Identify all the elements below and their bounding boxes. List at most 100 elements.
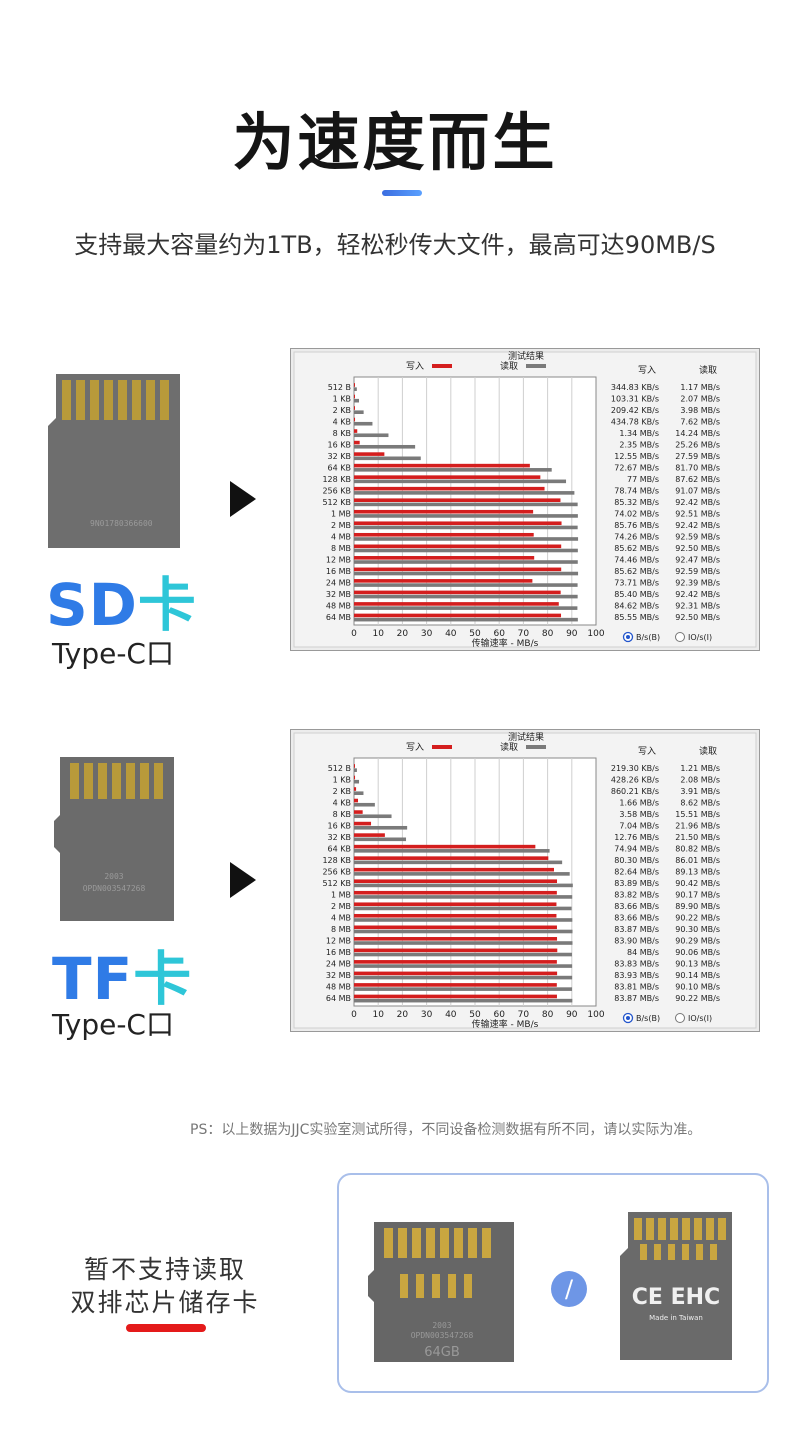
read-value-label: 92.31 MB/s [675,602,720,611]
category-label: 8 MB [331,925,351,934]
bar-read [354,987,573,991]
category-label: 512 KB [322,498,351,507]
bar-write [354,867,554,872]
read-value-label: 92.50 MB/s [675,613,720,622]
read-value-label: 21.96 MB/s [675,821,720,830]
bar-write [354,983,557,987]
write-value-label: 2.35 MB/s [619,440,659,449]
dual-sd-made-in: Made in Taiwan [649,1314,703,1322]
category-label: 512 KB [322,879,351,888]
category-label: 256 KB [322,867,351,876]
read-value-label: 92.50 MB/s [675,544,720,553]
x-tick-label: 40 [445,629,457,639]
page-subtitle: 支持最大容量约为1TB，轻松秒传大文件，最高可达90MB/S [74,231,716,259]
dual-row-sd-card-image: CE EHC Made in Taiwan [620,1212,732,1360]
sd-card-image: 9N01780366600 [48,374,180,548]
category-label: 2 KB [333,787,351,796]
read-value-label: 92.51 MB/s [675,510,720,519]
tf-card-label: TF卡 [52,945,193,1013]
x-tick-label: 100 [587,1010,604,1020]
bar-read [354,872,570,876]
write-value-label: 85.55 MB/s [614,613,659,622]
x-tick-label: 70 [518,629,530,639]
x-tick-label: 0 [351,1010,357,1020]
bar-read [354,468,552,472]
bar-write [354,810,363,814]
bar-write [354,498,561,502]
category-label: 1 MB [331,510,351,519]
radio-bytes-dot [626,1016,630,1020]
category-label: 4 KB [333,417,351,426]
bar-read [354,998,573,1003]
bar-read [354,952,572,957]
x-tick-label: 30 [421,629,433,639]
bar-read [354,895,573,899]
read-value-label: 92.47 MB/s [675,556,720,565]
category-label: 512 B [328,383,351,392]
category-label: 24 MB [326,579,351,588]
legend-read-swatch [526,745,546,749]
write-value-label: 80.30 MB/s [614,856,659,865]
write-value-label: 7.04 MB/s [619,821,659,830]
bar-write [354,890,557,895]
read-value-label: 86.01 MB/s [675,856,720,865]
x-tick-label: 80 [542,629,554,639]
read-value-label: 81.70 MB/s [675,463,720,472]
category-label: 4 MB [331,533,351,542]
category-label: 1 KB [333,394,351,403]
table-header-read: 读取 [699,364,717,376]
bar-write [354,602,559,606]
category-label: 2 MB [331,521,351,530]
bar-write [354,879,558,883]
bar-write [354,948,558,953]
category-label: 48 MB [326,602,351,611]
read-value-label: 80.82 MB/s [675,844,720,853]
category-label: 64 KB [328,844,351,853]
dual-tf-serial: OPDN003547268 [411,1331,474,1340]
bar-write [354,475,541,479]
bar-read [354,975,573,980]
category-label: 32 MB [326,971,351,980]
legend-write-swatch [432,364,452,368]
read-value-label: 14.24 MB/s [675,429,720,438]
play-right-icon [230,481,256,517]
write-value-label: 3.58 MB/s [619,810,659,819]
write-value-label: 83.89 MB/s [614,879,659,888]
x-tick-label: 50 [469,1010,481,1020]
read-value-label: 89.90 MB/s [675,902,720,911]
write-value-label: 83.66 MB/s [614,902,659,911]
legend-write-label: 写入 [406,742,424,753]
bar-read [354,606,578,610]
bar-read [354,849,550,853]
bar-write [354,452,385,456]
bar-write [354,613,562,618]
bar-write [354,913,557,918]
write-value-label: 84.62 MB/s [614,602,659,611]
bar-read [354,410,364,415]
bar-read [354,387,357,391]
write-value-label: 85.62 MB/s [614,567,659,576]
category-label: 2 KB [333,406,351,415]
bar-write [354,902,557,907]
category-label: 256 KB [322,486,351,495]
category-label: 128 KB [322,475,351,484]
x-axis-label: 传输速率 - MB/s [472,1018,539,1030]
bar-read [354,502,578,507]
bar-read [354,583,578,587]
read-value-label: 90.42 MB/s [675,879,720,888]
tf-card-port: Type-C口 [52,1008,174,1041]
bar-write [354,856,549,860]
x-tick-label: 20 [397,629,409,639]
write-value-label: 85.40 MB/s [614,590,659,599]
read-value-label: 27.59 MB/s [675,452,720,461]
bar-read [354,594,578,599]
bar-read [354,560,578,564]
sd-card-serial: 9N01780366600 [90,519,153,528]
bar-read [354,617,578,622]
bar-write [354,394,355,399]
radio-bytes-label: B/s(B) [636,1014,660,1023]
read-value-label: 90.17 MB/s [675,891,720,900]
write-value-label: 1.34 MB/s [619,429,659,438]
write-value-label: 860.21 KB/s [611,787,659,796]
